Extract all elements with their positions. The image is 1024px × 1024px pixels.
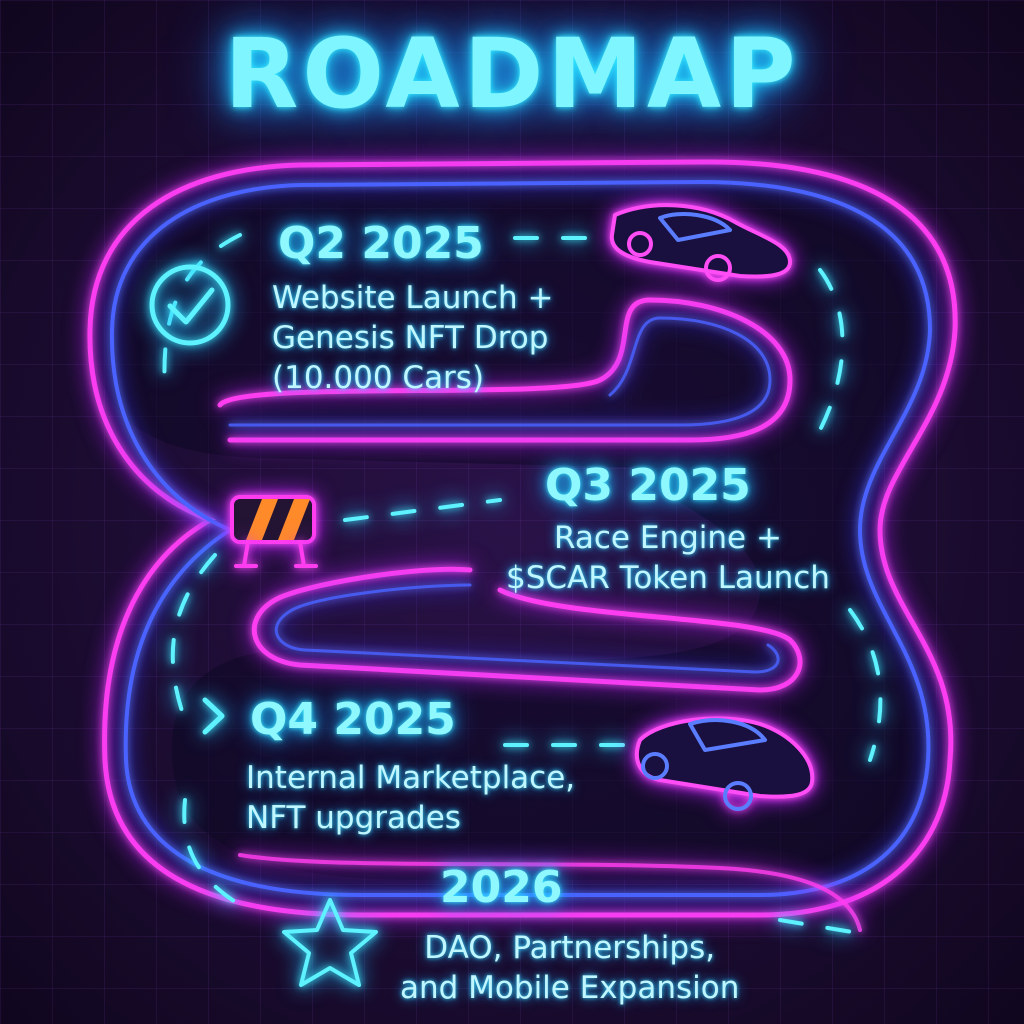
track-inner-hairpin-top [217,297,793,443]
road-surface [91,162,944,880]
milestone-line: Race Engine + [554,520,782,556]
track-inner-hairpin-top-blue [228,316,772,427]
milestone-q2-2025-text: Website Launch + Genesis NFT Drop (10.00… [272,278,554,398]
milestone-q4-2025-title: Q4 2025 [250,694,456,745]
milestone-q3-2025-title: Q3 2025 [545,460,751,511]
milestone-2026-text: DAO, Partnerships, and Mobile Expansion [400,928,739,1008]
track-inner-edge-bottom [238,853,862,932]
milestone-2026-title: 2026 [440,862,563,913]
chevron-right-icon [202,697,225,735]
milestone-q3-2025-text: Race Engine + $SCAR Token Launch [506,518,830,598]
milestone-line: and Mobile Expansion [400,970,740,1006]
milestone-line: (10.000 Cars) [272,360,485,396]
road-barrier-icon [230,495,318,568]
check-circle-icon [149,264,231,346]
milestone-line: Website Launch + [272,280,554,316]
milestone-q2-2025-title: Q2 2025 [278,218,484,269]
sports-car-icon [609,203,792,282]
track-outer-edge-blue [109,179,933,897]
sports-car-icon [634,716,815,811]
milestone-line: DAO, Partnerships, [424,930,716,966]
track-center-dashes [162,233,883,937]
milestone-line: NFT upgrades [246,800,461,836]
milestone-line: Genesis NFT Drop [272,320,549,356]
track-inner-hairpin-mid-blue [274,583,780,674]
track-inner-hairpin-mid [251,566,803,693]
page-title: ROADMAP [224,18,800,130]
star-icon [282,898,378,987]
milestone-line: Internal Marketplace, [246,760,576,796]
milestone-q4-2025-text: Internal Marketplace, NFT upgrades [246,758,575,838]
milestone-line: $SCAR Token Launch [506,560,830,596]
track-outer-edge [87,159,958,918]
